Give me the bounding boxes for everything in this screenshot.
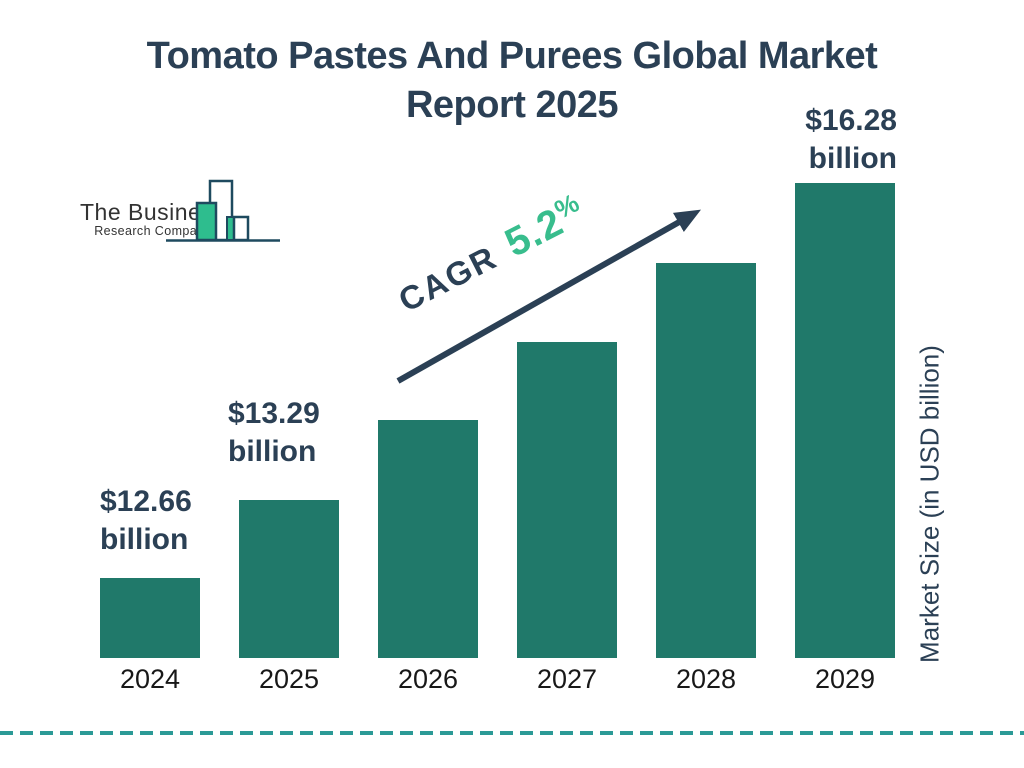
y-axis-label: Market Size (in USD billion) [914, 345, 945, 663]
trend-arrow-icon [396, 209, 702, 384]
value-label-2029: $16.28 billion [805, 104, 897, 175]
x-axis-label-2029: 2029 [814, 664, 876, 694]
logo-bar-chart-icon [166, 179, 280, 242]
bottom-dashed-divider [0, 731, 1024, 735]
page-title-line1: Tomato Pastes And Purees Global Market [146, 35, 878, 77]
bar-2025 [239, 500, 339, 658]
bar-2029 [795, 183, 895, 658]
bar-2027 [517, 342, 617, 658]
x-axis-label-2027: 2027 [536, 664, 598, 694]
bar-2028 [656, 263, 756, 658]
bar-2026 [378, 420, 478, 658]
value-label-2024: $12.66 billion [100, 485, 192, 556]
x-axis-label-2024: 2024 [119, 664, 181, 694]
company-logo: The Business Research Company [80, 176, 295, 248]
bar-2024 [100, 578, 200, 658]
page-title: Tomato Pastes And Purees Global Market R… [0, 32, 1024, 130]
logo-company-subname: Research Company [94, 224, 212, 238]
value-label-2025: $13.29 billion [228, 397, 320, 468]
x-axis-label-2028: 2028 [675, 664, 737, 694]
x-axis-label-2025: 2025 [258, 664, 320, 694]
x-axis-label-2026: 2026 [397, 664, 459, 694]
page-title-line2: Report 2025 [405, 84, 619, 126]
